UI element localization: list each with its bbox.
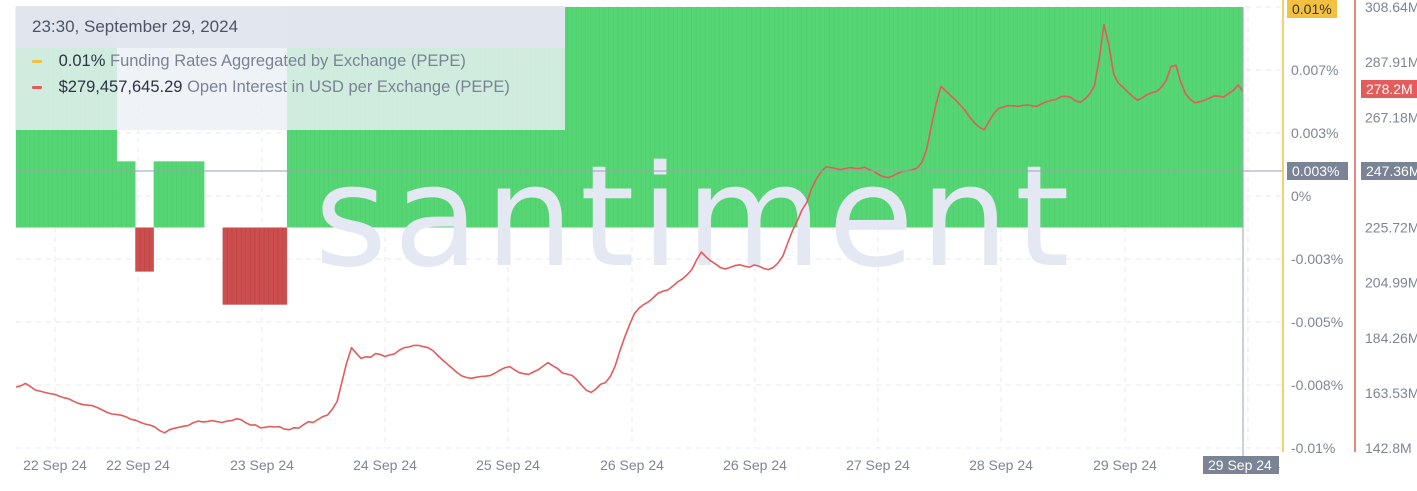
funding-axis-tick-label: -0.003% [1291, 251, 1343, 267]
legend-label-oi: Open Interest in USD per Exchange (PEPE) [187, 78, 510, 96]
oi-axis-tick-label: 308.64M [1365, 0, 1417, 15]
x-axis-tick-label: 25 Sep 24 [476, 457, 540, 473]
x-axis-tick-label: 23 Sep 24 [230, 457, 294, 473]
oi-axis-tick-label: 204.99M [1365, 275, 1417, 291]
legend-value-funding: 0.01% [58, 52, 106, 70]
x-axis-tick-label: 28 Sep 24 [969, 457, 1033, 473]
x-axis-ticks: 22 Sep 24 22 Sep 24 23 Sep 24 24 Sep 24 25 S… [23, 457, 1280, 473]
funding-current-badge: 0.01% [1287, 0, 1337, 18]
cursor-oi-badge: 247.36M [1361, 162, 1417, 180]
funding-axis-tick-label: -0.008% [1291, 377, 1343, 393]
oi-axis-tick-label: 142.8M [1365, 440, 1412, 456]
legend-value-oi: $279,457,645.29 [58, 78, 183, 96]
x-axis-tick-label: 24 Sep 24 [353, 457, 417, 473]
x-axis-tick-label: 29 Sep 24 [1093, 457, 1157, 473]
oi-axis-tick-label: 184.26M [1365, 330, 1417, 346]
funding-axis-tick-label: 0.003% [1291, 125, 1338, 141]
legend-item-funding-rate: 0.01% Funding Rates Aggregated by Exchan… [16, 48, 565, 74]
watermark: santiment [314, 136, 1075, 299]
oi-axis-tick-label: 287.91M [1365, 54, 1417, 70]
oi-axis-tick-label: 163.53M [1365, 385, 1417, 401]
x-axis-tick-label: 26 Sep 24 [723, 457, 787, 473]
x-axis-tick-label: 26 Sep 24 [600, 457, 664, 473]
x-axis-tick-label: 22 Sep 24 [23, 457, 87, 473]
funding-axis-ticks: 0.01%0.007%0.003%0%-0.003%-0.005%-0.008%… [1291, 0, 1343, 456]
x-axis-tick-label: 22 Sep 24 [106, 457, 170, 473]
crosshair [16, 7, 1283, 456]
cursor-date-badge: 29 Sep 24 [1203, 456, 1279, 474]
open-interest-line [15, 23, 1244, 434]
funding-axis-tick-label: -0.005% [1291, 314, 1343, 330]
legend-item-open-interest: $279,457,645.29 Open Interest in USD per… [16, 74, 565, 100]
oi-current-badge: 278.2M [1361, 80, 1417, 98]
x-axis-tick-label: 27 Sep 24 [846, 457, 910, 473]
funding-axis-tick-label: 0% [1291, 188, 1311, 204]
legend-swatch-funding [32, 60, 42, 64]
oi-axis-tick-label: 267.18M [1365, 109, 1417, 125]
tooltip-timestamp: 23:30, September 29, 2024 [16, 6, 565, 48]
cursor-funding-badge: 0.003% [1287, 162, 1348, 180]
funding-axis-tick-label: -0.01% [1291, 440, 1335, 456]
oi-axis-tick-label: 225.72M [1365, 220, 1417, 236]
funding-bar-positive [153, 161, 205, 228]
tooltip-legend: 23:30, September 29, 2024 0.01% Funding … [16, 6, 565, 130]
legend-swatch-oi [32, 86, 42, 90]
oi-axis-ticks: 308.64M287.91M267.18M247.36M225.72M204.9… [1365, 0, 1417, 456]
funding-axis-tick-label: 0.007% [1291, 62, 1338, 78]
legend-label-funding: Funding Rates Aggregated by Exchange (PE… [109, 52, 466, 70]
